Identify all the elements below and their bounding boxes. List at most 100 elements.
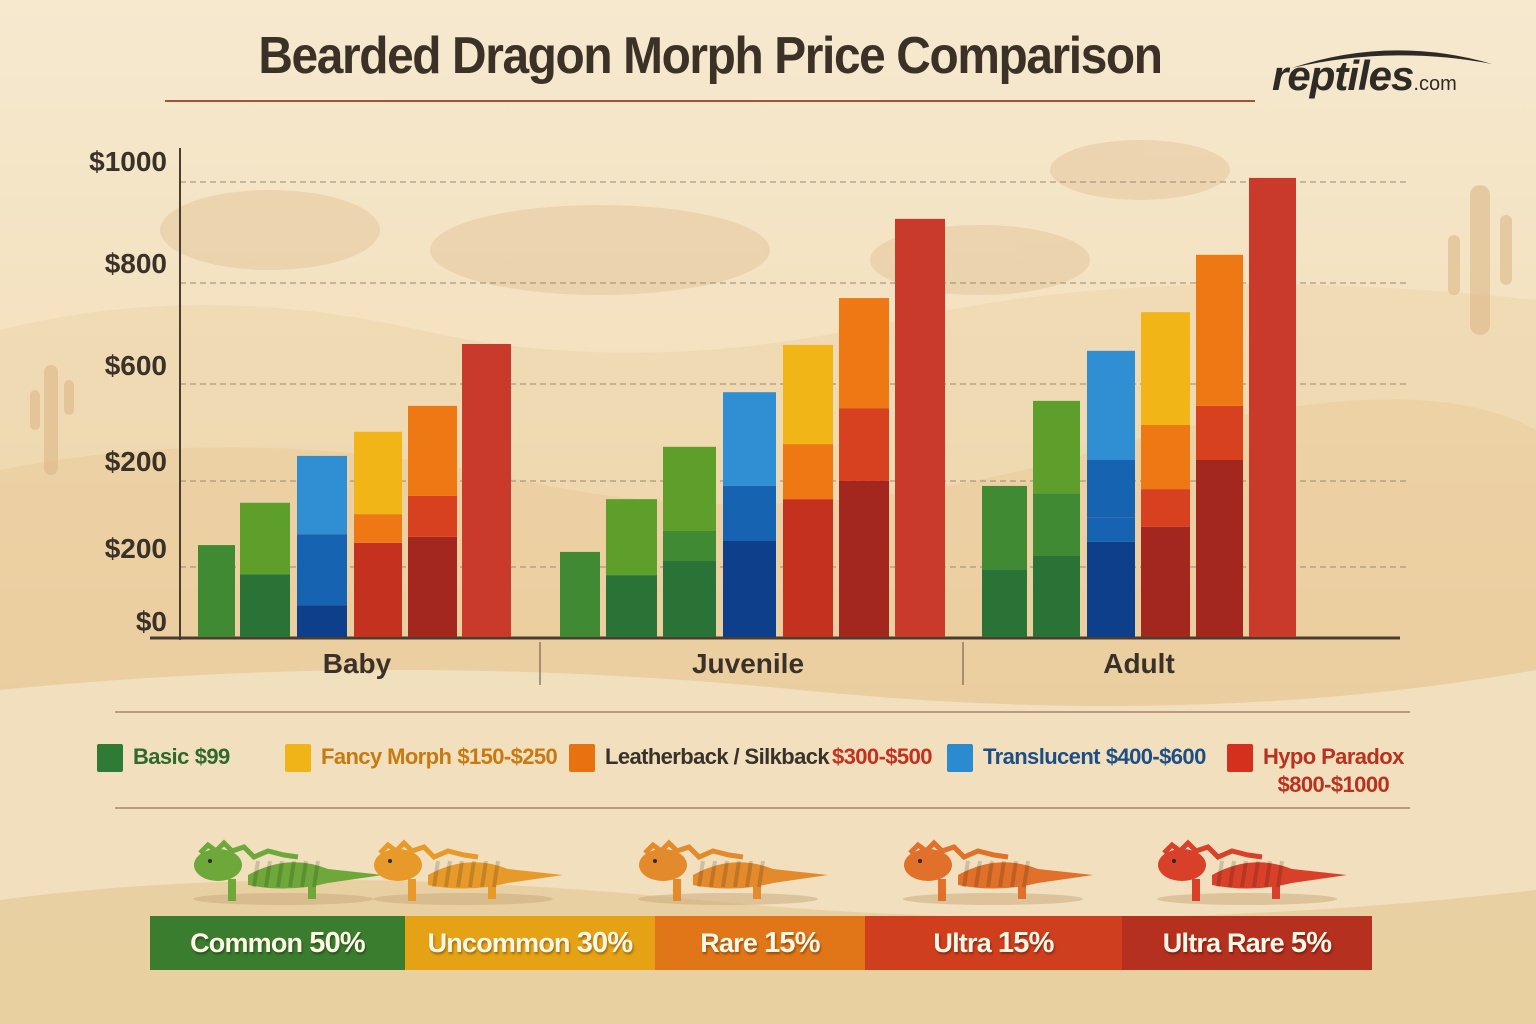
bar-segment xyxy=(462,343,511,637)
bar-adult-1 xyxy=(982,485,1027,637)
bar-segment xyxy=(723,392,776,486)
legend-label: Fancy Morph xyxy=(321,744,452,769)
legend-price: $99 xyxy=(194,744,231,769)
legend-swatch xyxy=(947,744,973,772)
bar-juvenile-5 xyxy=(783,344,833,637)
bar-baby-4 xyxy=(354,431,402,637)
rarity-label: Rare xyxy=(700,927,758,958)
bar-segment xyxy=(1141,312,1190,425)
bar-segment xyxy=(408,495,457,537)
reptiles-logo[interactable]: reptiles.com xyxy=(1272,40,1512,110)
bar-segment xyxy=(1087,541,1135,637)
bar-juvenile-1 xyxy=(560,551,600,637)
bar-segment xyxy=(1087,350,1135,461)
bar-segment xyxy=(297,561,347,606)
legend-price: $150-$250 xyxy=(457,744,558,769)
bar-segment xyxy=(297,605,347,637)
legend-label: Hypo Paradox xyxy=(1263,744,1404,769)
bearded-dragon-icon xyxy=(638,839,828,905)
bar-adult-2 xyxy=(1033,400,1080,637)
bar-juvenile-6 xyxy=(839,298,889,637)
x-tick-label: Baby xyxy=(322,648,392,679)
legend-item: Basic $99 xyxy=(97,744,230,772)
bar-segment xyxy=(198,545,235,637)
rarity-segment: Uncommon 30% xyxy=(405,916,655,970)
bar-segment xyxy=(663,530,716,562)
bar-segment xyxy=(240,574,290,637)
y-tick-label: $600 xyxy=(104,350,167,381)
rarity-segment: Common 50% xyxy=(150,916,405,970)
bar-baby-1 xyxy=(198,545,235,637)
bar-adult-5 xyxy=(1196,254,1243,637)
bearded-dragon-icon xyxy=(1157,839,1347,905)
bar-juvenile-3 xyxy=(663,446,716,637)
y-tick-label: $0 xyxy=(135,606,167,637)
legend-item: Leatherback / Silkback $300-$500 xyxy=(569,744,932,772)
rarity-label: Ultra xyxy=(933,927,991,958)
bar-segment xyxy=(1087,460,1135,518)
bar-segment xyxy=(354,431,402,515)
legend-price: $300-$500 xyxy=(832,744,932,769)
bar-segment xyxy=(1033,556,1080,637)
bar-adult-4 xyxy=(1141,312,1190,637)
bar-baby-5 xyxy=(408,405,457,637)
bar-segment xyxy=(408,536,457,637)
bar-segment xyxy=(839,480,889,637)
rarity-percent: 5% xyxy=(1290,926,1332,959)
bar-segment xyxy=(783,344,833,445)
logo-word: reptiles.com xyxy=(1272,52,1457,99)
bar-baby-6 xyxy=(462,343,511,637)
bar-segment xyxy=(408,405,457,496)
legend-swatch xyxy=(569,744,595,772)
bar-segment xyxy=(297,534,347,562)
bar-segment xyxy=(560,551,600,637)
bar-segment xyxy=(1249,177,1296,637)
x-tick-label: Juvenile xyxy=(691,648,805,679)
y-tick-label: $200 xyxy=(104,446,167,477)
rarity-percent: 15% xyxy=(997,926,1054,959)
legend-swatch xyxy=(97,744,123,772)
bar-segment xyxy=(1196,254,1243,406)
bar-segment xyxy=(982,569,1027,637)
bar-segment xyxy=(663,561,716,637)
rarity-segment: Rare 15% xyxy=(655,916,865,970)
bar-segment xyxy=(1033,400,1080,494)
bar-segment xyxy=(783,499,833,637)
bar-segment xyxy=(723,485,776,541)
bar-segment xyxy=(606,575,657,637)
rarity-percent: 15% xyxy=(764,926,820,959)
chart-title: Bearded Dragon Morph Price Comparison xyxy=(258,27,1163,85)
bearded-dragon-icon xyxy=(193,839,383,905)
rarity-segment: Ultra Rare 5% xyxy=(1122,916,1372,970)
y-tick-label: $800 xyxy=(104,248,167,279)
bar-segment xyxy=(240,502,290,575)
bar-segment xyxy=(723,540,776,637)
bar-segment xyxy=(354,514,402,543)
bar-segment xyxy=(1087,517,1135,542)
legend-label: Translucent xyxy=(983,744,1100,769)
bar-segment xyxy=(1196,405,1243,461)
logo-swoosh-icon xyxy=(1292,50,1492,68)
bar-juvenile-2 xyxy=(606,499,657,637)
x-tick-label: Adult xyxy=(1103,648,1175,679)
bar-segment xyxy=(297,455,347,535)
y-tick-label: $1000 xyxy=(89,146,167,177)
rarity-percent: 30% xyxy=(576,926,633,959)
bar-segment xyxy=(783,444,833,500)
bar-juvenile-7 xyxy=(895,218,945,638)
divider xyxy=(115,711,1410,713)
bearded-dragon-icon xyxy=(903,839,1093,905)
legend-price: $400-$600 xyxy=(1105,744,1206,769)
bar-segment xyxy=(1141,489,1190,527)
cactus-icon xyxy=(30,185,1512,475)
legend-item: Hypo Paradox $800-$1000 xyxy=(1227,744,1404,798)
bar-segment xyxy=(895,218,945,638)
rarity-label: Common xyxy=(190,927,303,958)
bar-segment xyxy=(982,485,1027,570)
bar-segment xyxy=(839,408,889,481)
bar-segment xyxy=(663,446,716,531)
rarity-percent: 50% xyxy=(309,926,365,959)
bar-adult-6 xyxy=(1249,177,1296,637)
bar-adult-3 xyxy=(1087,350,1135,637)
